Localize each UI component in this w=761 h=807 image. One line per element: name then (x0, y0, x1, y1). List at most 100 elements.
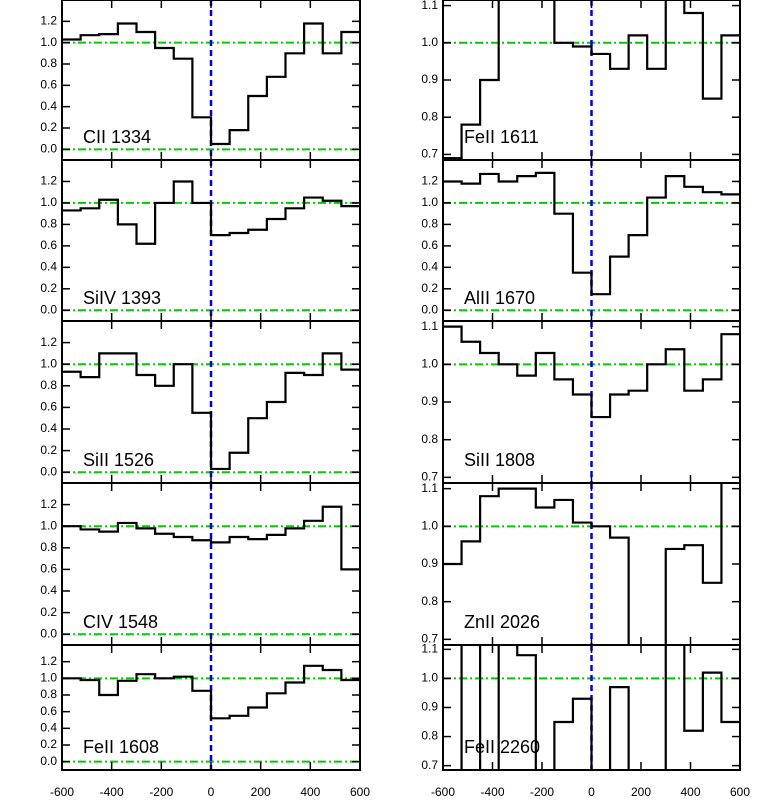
spectrum-line (443, 171, 740, 296)
spectrum-line (62, 664, 360, 720)
x-tick-label: -600 (50, 785, 74, 799)
y-tick-label: 0.8 (421, 594, 438, 608)
x-tick-label: -400 (100, 785, 124, 799)
y-tick-label: 0.8 (421, 729, 438, 743)
x-tick-label: -200 (149, 785, 173, 799)
y-tick-label: 0.6 (40, 562, 57, 576)
x-tick-label: 600 (730, 785, 750, 799)
x-tick-label: -400 (480, 785, 504, 799)
panel: 0.0 0.2 0.4 0.6 0.8 1.0 1.2 -600 -400 -200 0 200 400… (40, 644, 370, 799)
y-tick-label: 0.7 (421, 632, 438, 646)
y-tick-label: 1.1 (421, 0, 438, 12)
x-tick-label: 200 (631, 785, 651, 799)
y-tick-label: 0.4 (40, 421, 57, 435)
y-tick-label: 0.6 (40, 704, 57, 718)
spectrum-line (62, 180, 360, 245)
y-tick-label: 1.0 (421, 671, 438, 685)
y-tick-label: 1.1 (421, 481, 438, 495)
y-tick-label: 0.2 (40, 443, 57, 457)
y-tick-label: 0.8 (421, 432, 438, 446)
y-tick-label: 1.0 (40, 518, 57, 532)
y-tick-label: 0.2 (421, 281, 438, 295)
y-tick-label: 1.2 (40, 335, 57, 349)
y-tick-label: 0.2 (40, 737, 57, 751)
y-tick-label: 0.9 (421, 700, 438, 714)
spectrum-line (443, 483, 723, 645)
line-label: SiII 1526 (83, 450, 154, 470)
y-tick-label: 0.8 (40, 217, 57, 231)
line-label: AlII 1670 (464, 288, 535, 308)
x-tick-label: 200 (251, 785, 271, 799)
spectrum-line (443, 0, 740, 160)
y-tick-label: 1.2 (40, 14, 57, 28)
y-tick-label: 0.6 (40, 78, 57, 92)
line-label: CIV 1548 (83, 612, 158, 632)
line-label: FeII 1608 (83, 737, 159, 757)
panel: 0.0 0.2 0.4 0.6 0.8 1.0 1.2 SiIV 1393 (40, 159, 361, 322)
y-tick-label: 1.0 (421, 35, 438, 49)
y-tick-label: 0.9 (421, 72, 438, 86)
y-tick-label: 0.7 (421, 147, 438, 161)
line-label: CII 1334 (83, 127, 151, 147)
y-tick-label: 0.2 (40, 281, 57, 295)
x-tick-label: -200 (530, 785, 554, 799)
line-label: FeII 2260 (464, 737, 540, 757)
y-tick-label: 1.0 (421, 195, 438, 209)
y-tick-label: 0.9 (421, 394, 438, 408)
y-tick-label: 1.2 (40, 497, 57, 511)
y-tick-label: 0.0 (40, 626, 57, 640)
y-tick-label: 1.1 (421, 319, 438, 333)
spectrum-line (62, 352, 360, 471)
panel: 0.0 0.2 0.4 0.6 0.8 1.0 1.2 AlII 1670 (421, 159, 741, 322)
y-tick-label: 1.0 (421, 518, 438, 532)
panel: 0.7 0.8 0.9 1.0 1.1 SiII 1808 (421, 319, 741, 484)
y-tick-label: 0.0 (40, 302, 57, 316)
y-tick-label: 0.0 (40, 464, 57, 478)
y-tick-label: 0.8 (421, 217, 438, 231)
y-tick-label: 1.0 (40, 356, 57, 370)
y-tick-label: 0.8 (40, 540, 57, 554)
y-tick-label: 0.9 (421, 556, 438, 570)
x-tick-label: 600 (350, 785, 370, 799)
y-tick-label: 1.0 (40, 195, 57, 209)
y-tick-label: 1.0 (421, 356, 438, 370)
panel: 0.7 0.8 0.9 1.0 1.1 -600 -400 -200 0 200 400 600 FeI… (421, 642, 750, 800)
y-tick-label: 0.6 (40, 238, 57, 252)
panel: 0.0 0.2 0.4 0.6 0.8 1.0 1.2 CIV 1548 (40, 482, 361, 646)
y-tick-label: 1.1 (421, 642, 438, 656)
y-tick-label: 0.4 (40, 583, 57, 597)
y-tick-label: 0.2 (40, 120, 57, 134)
y-tick-label: 1.0 (40, 671, 57, 685)
y-tick-label: 0.8 (40, 378, 57, 392)
y-tick-label: 0.7 (421, 470, 438, 484)
panel: 0.0 0.2 0.4 0.6 0.8 1.0 1.2 CII 1334 (40, 0, 361, 161)
line-label: ZnII 2026 (464, 612, 540, 632)
y-tick-label: 0.0 (421, 302, 438, 316)
y-tick-label: 0.4 (421, 260, 438, 274)
line-label: SiII 1808 (464, 450, 535, 470)
y-tick-label: 0.4 (40, 721, 57, 735)
y-tick-label: 0.6 (40, 400, 57, 414)
x-tick-label: 400 (680, 785, 700, 799)
y-tick-label: 0.2 (40, 605, 57, 619)
y-tick-label: 0.8 (40, 56, 57, 70)
x-tick-label: 0 (208, 785, 215, 799)
x-tick-label: 0 (588, 785, 595, 799)
panel: 0.0 0.2 0.4 0.6 0.8 1.0 1.2 SiII 1526 (40, 320, 361, 484)
x-tick-label: -600 (431, 785, 455, 799)
panel: 0.7 0.8 0.9 1.0 1.1 FeII 1611 (421, 0, 741, 161)
line-label: FeII 1611 (464, 127, 539, 147)
y-tick-label: 0.7 (421, 758, 438, 772)
spectrum-line (443, 325, 740, 419)
y-tick-label: 1.2 (40, 654, 57, 668)
y-tick-label: 1.2 (40, 174, 57, 188)
y-tick-label: 1.2 (421, 174, 438, 188)
y-tick-label: 0.4 (40, 260, 57, 274)
panel: 0.7 0.8 0.9 1.0 1.1 ZnII 2026 (421, 481, 741, 646)
x-tick-label: 400 (300, 785, 320, 799)
spectrum-line (460, 645, 740, 770)
spectrum-line (62, 22, 360, 146)
y-tick-label: 0.0 (40, 754, 57, 768)
